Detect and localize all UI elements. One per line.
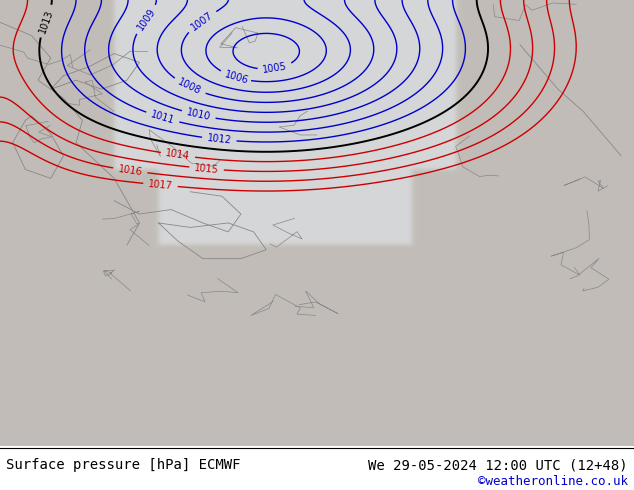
- Text: Surface pressure [hPa] ECMWF: Surface pressure [hPa] ECMWF: [6, 458, 241, 472]
- Text: 1008: 1008: [176, 77, 203, 97]
- Text: 1005: 1005: [262, 62, 288, 75]
- Text: 1015: 1015: [194, 163, 219, 175]
- Text: 1011: 1011: [150, 109, 176, 126]
- Text: 1009: 1009: [135, 6, 157, 32]
- Text: We 29-05-2024 12:00 UTC (12+48): We 29-05-2024 12:00 UTC (12+48): [368, 458, 628, 472]
- Text: 1012: 1012: [207, 133, 232, 146]
- Text: 1006: 1006: [224, 69, 250, 86]
- Text: 1010: 1010: [186, 107, 212, 122]
- Text: 1017: 1017: [148, 179, 173, 191]
- Text: 1014: 1014: [165, 148, 191, 162]
- Text: ©weatheronline.co.uk: ©weatheronline.co.uk: [477, 475, 628, 488]
- Text: 1013: 1013: [37, 8, 55, 34]
- Text: 1016: 1016: [117, 164, 143, 177]
- Text: 1007: 1007: [189, 10, 215, 32]
